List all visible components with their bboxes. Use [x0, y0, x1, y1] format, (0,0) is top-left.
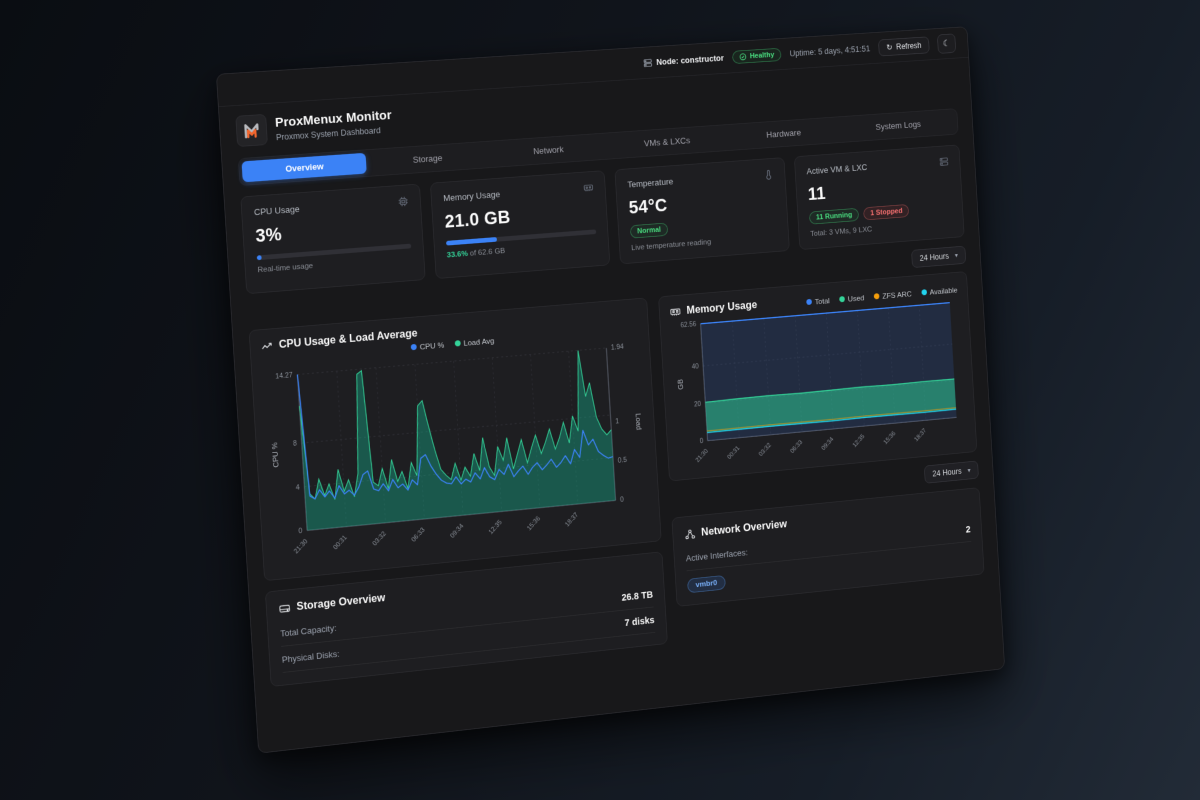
svg-text:40: 40	[692, 364, 700, 371]
svg-text:18:37: 18:37	[564, 511, 580, 528]
svg-text:1: 1	[615, 418, 619, 425]
svg-text:21:30: 21:30	[293, 538, 309, 555]
server-icon	[643, 58, 652, 68]
memory-percent: 33.6%	[446, 249, 469, 260]
legend-dot-icon	[873, 293, 880, 300]
refresh-icon: ↻	[886, 42, 893, 52]
app-header: ProxMenux Monitor Proxmox System Dashboa…	[219, 58, 971, 157]
temperature-status-badge: Normal	[629, 222, 669, 239]
chevron-down-icon: ▾	[954, 251, 959, 260]
svg-text:62.56: 62.56	[681, 321, 697, 329]
svg-text:03:32: 03:32	[372, 530, 388, 547]
network-overview-card: Network Overview Active Interfaces: 2 vmb…	[671, 487, 985, 608]
moon-icon: ☾	[942, 37, 951, 49]
memory-chart: 0 20 40 62.56 21:30 00:31 03:32 06:33 09:34 12:35…	[676, 294, 967, 464]
svg-text:Load: Load	[634, 413, 643, 430]
refresh-button[interactable]: ↻ Refresh	[878, 36, 930, 57]
charts-row: CPU Usage & Load Average CPU % Load Avg 0…	[248, 271, 987, 688]
cpu-card-title: CPU Usage	[253, 203, 300, 218]
active-vm-card: Active VM & LXC 11 11 Running 1 Stopped	[793, 144, 965, 250]
active-vm-count: 11	[807, 183, 827, 204]
time-range-select-bottom[interactable]: 24 Hours ▾	[924, 460, 979, 484]
server-stack-icon	[939, 156, 949, 169]
svg-text:03:32: 03:32	[758, 442, 773, 458]
left-column: CPU Usage & Load Average CPU % Load Avg 0…	[248, 297, 668, 688]
memory-chart-icon	[669, 306, 681, 319]
cpu-load-chart: 0 4 8 14.27 0 0.5 1 1.94 21:30 00:31 03:32 06:33 09:…	[270, 344, 643, 555]
svg-text:8: 8	[293, 441, 297, 448]
memory-ram-icon	[583, 182, 594, 195]
svg-text:20: 20	[694, 401, 702, 408]
svg-text:15:36: 15:36	[526, 515, 542, 532]
svg-text:00:31: 00:31	[332, 534, 348, 551]
row-value: 2	[965, 524, 971, 535]
cpu-usage-card: CPU Usage 3% Real-time usage	[240, 183, 426, 295]
svg-text:CPU %: CPU %	[270, 442, 280, 468]
proxmenux-dashboard-window: Node: constructor Healthy Uptime: 5 days…	[216, 26, 1006, 754]
row-label: Active Interfaces:	[685, 547, 749, 564]
svg-text:14.27: 14.27	[275, 372, 293, 380]
row-label: Total Capacity:	[279, 622, 337, 639]
proxmenux-logo	[235, 113, 268, 147]
main-content: CPU Usage 3% Real-time usage	[224, 133, 1002, 705]
legend-dot-icon	[410, 343, 417, 351]
svg-text:4: 4	[296, 484, 300, 491]
memory-usage-card: Memory Usage 21.0 GB 33.6% of 62.6 GB	[430, 170, 611, 279]
svg-text:15:36: 15:36	[883, 430, 898, 446]
theme-toggle-button[interactable]: ☾	[937, 33, 957, 54]
chevron-down-icon: ▾	[967, 467, 971, 475]
health-badge: Healthy	[732, 47, 782, 64]
vm-card-title: Active VM & LXC	[806, 162, 868, 177]
legend-dot-icon	[921, 289, 927, 296]
svg-text:06:33: 06:33	[410, 526, 426, 543]
svg-text:0.5: 0.5	[618, 457, 628, 465]
node-label: Node: constructor	[643, 53, 724, 67]
logo-m-icon	[244, 123, 260, 139]
temperature-card-title: Temperature	[627, 176, 674, 190]
temperature-card: Temperature 54°C Normal Live temperature…	[614, 157, 790, 265]
row-label: Physical Disks:	[281, 648, 340, 665]
cpu-chip-icon	[398, 196, 409, 209]
svg-text:GB: GB	[676, 379, 685, 390]
svg-text:18:37: 18:37	[913, 427, 928, 443]
svg-text:12:35: 12:35	[852, 433, 867, 449]
cpu-usage-value: 3%	[254, 224, 283, 247]
svg-text:12:35: 12:35	[488, 519, 504, 536]
time-range-select-top[interactable]: 24 Hours ▾	[911, 245, 967, 268]
uptime-text: Uptime: 5 days, 4:51:51	[789, 43, 871, 58]
svg-text:09:34: 09:34	[449, 523, 465, 540]
vm-running-badge: 11 Running	[808, 207, 860, 225]
svg-text:09:34: 09:34	[821, 436, 836, 452]
thermometer-icon	[763, 169, 774, 182]
header-titles: ProxMenux Monitor Proxmox System Dashboa…	[275, 108, 393, 142]
temperature-value: 54°C	[628, 195, 668, 218]
legend-dot-icon	[806, 298, 812, 306]
legend-dot-icon	[454, 340, 461, 347]
check-circle-icon	[739, 52, 747, 60]
svg-text:06:33: 06:33	[789, 439, 804, 455]
legend-dot-icon	[839, 296, 846, 303]
svg-text:00:31: 00:31	[726, 445, 741, 461]
memory-usage-value: 21.0 GB	[444, 206, 511, 232]
row-value: 26.8 TB	[621, 589, 654, 604]
row-value: 7 disks	[624, 614, 655, 629]
node-label-text: Node: constructor	[656, 53, 725, 67]
svg-text:1.94: 1.94	[611, 344, 624, 352]
network-nodes-icon	[684, 528, 696, 541]
memory-card-title: Memory Usage	[443, 189, 501, 204]
svg-text:0: 0	[700, 438, 704, 445]
right-column: Memory Usage Total Used ZFS ARC Available 0…	[658, 271, 985, 608]
memory-chart-card: Memory Usage Total Used ZFS ARC Available 0…	[658, 271, 978, 482]
cpu-load-chart-card: CPU Usage & Load Average CPU % Load Avg 0…	[248, 297, 662, 582]
interface-badge[interactable]: vmbr0	[687, 575, 726, 594]
trending-up-icon	[261, 340, 274, 353]
svg-text:0: 0	[298, 528, 302, 535]
hard-drive-icon	[278, 602, 291, 615]
svg-text:0: 0	[620, 497, 624, 504]
vm-stopped-badge: 1 Stopped	[863, 204, 910, 221]
svg-text:21:30: 21:30	[695, 448, 710, 464]
